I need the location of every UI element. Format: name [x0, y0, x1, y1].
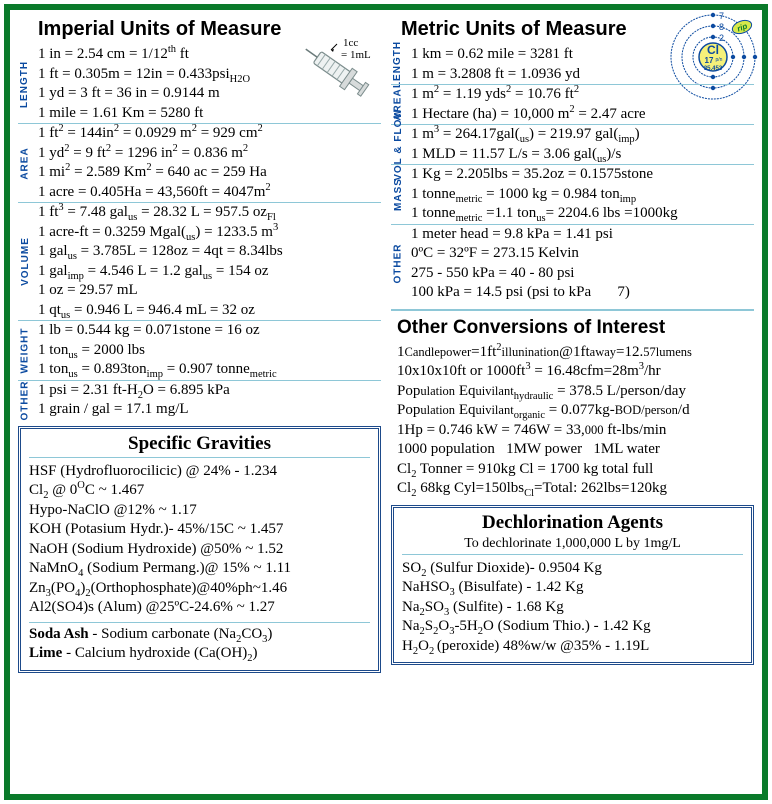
conversion-line: 1 grain / gal = 17.1 mg/L [38, 400, 381, 420]
text-line: Lime - Calcium hydroxide (Ca(OH)2) [29, 644, 370, 664]
conversion-line: 1 MLD = 11.57 L/s = 3.06 gal(us)/s [411, 145, 754, 165]
section-other: OTHER 1 meter head = 9.8 kPa = 1.41 psi0… [391, 224, 754, 303]
text-line: NaMnO4 (Sodium Permang.)@ 15% ~ 1.11 [29, 559, 370, 579]
conversion-line: 1 yd = 3 ft = 36 in = 0.9144 m [38, 84, 381, 104]
section-label: OTHER [389, 225, 407, 303]
right-title: Metric Units of Measure [401, 18, 754, 41]
sg-lines: HSF (Hydrofluorocilicic) @ 24% - 1.234Cl… [29, 462, 370, 618]
section-length: LENGTH1 km = 0.62 mile = 3281 ft1 m = 3.… [391, 45, 754, 84]
conversion-line: 1 km = 0.62 mile = 3281 ft [411, 45, 754, 65]
columns: Imperial Units of Measure [18, 16, 754, 786]
dechlor-title: Dechlorination Agents [402, 512, 743, 536]
text-line: Na2S2O3-5H2O (Sodium Thio.) - 1.42 Kg [402, 617, 743, 637]
conversion-line: 1 tonnemetric = 1000 kg = 0.984 tonimp [411, 185, 754, 205]
conversion-line: 1 m = 3.2808 ft = 1.0936 yd [411, 65, 754, 85]
section-vol-flow: VOL & FLOW1 m3 = 264.17gal(us) = 219.97 … [391, 124, 754, 164]
conversion-line: 1 ft2 = 144in2 = 0.0929 m2 = 929 cm2 [38, 124, 381, 144]
text-line: Soda Ash - Sodium carbonate (Na2CO3) [29, 625, 370, 645]
left-title: Imperial Units of Measure [38, 18, 381, 41]
conversion-line: 1 Kg = 2.205lbs = 35.2oz = 0.1575stone [411, 165, 754, 185]
sg-footer: Soda Ash - Sodium carbonate (Na2CO3)Lime… [29, 622, 370, 664]
other-conversions: Other Conversions of Interest 1Candlepow… [391, 309, 754, 499]
section-label: LENGTH [16, 45, 34, 123]
section-label: AREA [16, 124, 34, 202]
text-line: Al2(SO4)s (Alum) @25ºC-24.6% ~ 1.27 [29, 598, 370, 618]
conversion-line: 1 tonus = 0.893tonimp = 0.907 tonnemetri… [38, 360, 381, 380]
section-label: VOLUME [16, 203, 34, 320]
conversion-line: 1 galimp = 4.546 L = 1.2 galus = 154 oz [38, 262, 381, 282]
dechlor-subtitle: To dechlorinate 1,000,000 L by 1mg/L [402, 536, 743, 555]
conversion-line: 100 kPa = 14.5 psi (psi to kPa 7) [411, 283, 754, 303]
conversion-line: 1 ft3 = 7.48 galus = 28.32 L = 957.5 ozF… [38, 203, 381, 223]
other-title: Other Conversions of Interest [397, 317, 754, 339]
text-line: 1Candlepower=1ft2illunination@1ftaway=12… [397, 343, 754, 363]
conversion-line: 1 acre = 0.405Ha = 43,560ft = 4047m2 [38, 183, 381, 203]
conversion-line: 1 acre-ft = 0.3259 Mgal(us) = 1233.5 m3 [38, 223, 381, 243]
conversion-line: 1 lb = 0.544 kg = 0.071stone = 16 oz [38, 321, 381, 341]
left-sections: LENGTH1 in = 2.54 cm = 1/12th ft1 ft = 0… [18, 45, 381, 420]
text-line: 10x10x10ft or 1000ft3 = 16.48cfm=28m3/hr [397, 362, 754, 382]
conversion-line: 1 ft = 0.305m = 12in = 0.433psiH2O [38, 65, 381, 85]
section-label: MASS [389, 165, 407, 224]
conversion-line: 1 tonnemetric =1.1 tonus= 2204.6 lbs =10… [411, 204, 754, 224]
dechlor-lines: SO2 (Sulfur Dioxide)- 0.9504 KgNaHSO3 (B… [402, 559, 743, 657]
conversion-line: 1 tonus = 2000 lbs [38, 341, 381, 361]
section-area: AREA1 m2 = 1.19 yds2 = 10.76 ft21 Hectar… [391, 84, 754, 124]
section-weight: WEIGHT1 lb = 0.544 kg = 0.071stone = 16 … [18, 320, 381, 380]
right-sections: LENGTH1 km = 0.62 mile = 3281 ft1 m = 3.… [391, 45, 754, 303]
conversion-line: 1 in = 2.54 cm = 1/12th ft [38, 45, 381, 65]
section-label: LENGTH [389, 45, 407, 84]
conversion-line: 1 m3 = 264.17gal(us) = 219.97 gal(imp) [411, 125, 754, 145]
text-line: Hypo-NaClO @12% ~ 1.17 [29, 501, 370, 521]
conversion-line: 1 m2 = 1.19 yds2 = 10.76 ft2 [411, 85, 754, 105]
conversion-line: 1 oz = 29.57 mL [38, 281, 381, 301]
sg-title: Specific Gravities [29, 433, 370, 458]
conversion-line: 0ºC = 32ºF = 273.15 Kelvin [411, 244, 754, 264]
text-line: KOH (Potasium Hydr.)- 45%/15C ~ 1.457 [29, 520, 370, 540]
section-label: OTHER [16, 381, 34, 420]
left-column: Imperial Units of Measure [18, 16, 381, 786]
conversion-line: 1 Hectare (ha) = 10,000 m2 = 2.47 acre [411, 105, 754, 125]
text-line: Na2SO3 (Sulfite) - 1.68 Kg [402, 598, 743, 618]
conversion-line: 1 galus = 3.785L = 128oz = 4qt = 8.34lbs [38, 242, 381, 262]
conversion-line: 1 qtus = 0.946 L = 946.4 mL = 32 oz [38, 301, 381, 321]
conversion-line: 1 mile = 1.61 Km = 5280 ft [38, 104, 381, 124]
section-length: LENGTH1 in = 2.54 cm = 1/12th ft1 ft = 0… [18, 45, 381, 123]
dechlorination-box: Dechlorination Agents To dechlorinate 1,… [391, 505, 754, 666]
text-line: 1000 population 1MW power 1ML water [397, 440, 754, 460]
conversion-line: 275 - 550 kPa = 40 - 80 psi [411, 264, 754, 284]
specific-gravities-box: Specific Gravities HSF (Hydrofluorocilic… [18, 426, 381, 673]
section-label: WEIGHT [16, 321, 34, 380]
text-line: H2O2 (peroxide) 48%w/w @35% - 1.19L [402, 637, 743, 657]
section-area: AREA1 ft2 = 144in2 = 0.0929 m2 = 929 cm2… [18, 123, 381, 202]
text-line: 1Hp = 0.746 kW = 746W = 33,000 ft-lbs/mi… [397, 421, 754, 441]
text-line: Cl2 @ 0OC ~ 1.467 [29, 481, 370, 501]
text-line: Population Equivilanthydraulic = 378.5 L… [397, 382, 754, 402]
page-frame: Imperial Units of Measure [4, 4, 768, 800]
section-volume: VOLUME1 ft3 = 7.48 galus = 28.32 L = 957… [18, 202, 381, 320]
conversion-line: 1 meter head = 9.8 kPa = 1.41 psi [411, 225, 754, 245]
text-line: Cl2 Tonner = 910kg Cl = 1700 kg total fu… [397, 460, 754, 480]
text-line: Population Equivilantorganic = 0.077kg-B… [397, 401, 754, 421]
other-lines: 1Candlepower=1ft2illunination@1ftaway=12… [391, 343, 754, 499]
section-mass: MASS1 Kg = 2.205lbs = 35.2oz = 0.1575sto… [391, 164, 754, 224]
conversion-line: 1 psi = 2.31 ft-H2O = 6.895 kPa [38, 381, 381, 401]
text-line: SO2 (Sulfur Dioxide)- 0.9504 Kg [402, 559, 743, 579]
text-line: NaHSO3 (Bisulfate) - 1.42 Kg [402, 578, 743, 598]
conversion-line: 1 yd2 = 9 ft2 = 1296 in2 = 0.836 m2 [38, 144, 381, 164]
text-line: HSF (Hydrofluorocilicic) @ 24% - 1.234 [29, 462, 370, 482]
text-line: Zn3(PO4)2(Orthophosphate)@40%ph~1.46 [29, 579, 370, 599]
conversion-line: 1 mi2 = 2.589 Km2 = 640 ac = 259 Ha [38, 163, 381, 183]
section-other: OTHER1 psi = 2.31 ft-H2O = 6.895 kPa1 gr… [18, 380, 381, 420]
text-line: Cl2 68kg Cyl=150lbsCl=Total: 262lbs=120k… [397, 479, 754, 499]
right-column: Metric Units of Measure Cl 17 p/n 35.453 [391, 16, 754, 786]
text-line: NaOH (Sodium Hydroxide) @50% ~ 1.52 [29, 540, 370, 560]
section-label: VOL & FLOW [389, 125, 407, 164]
